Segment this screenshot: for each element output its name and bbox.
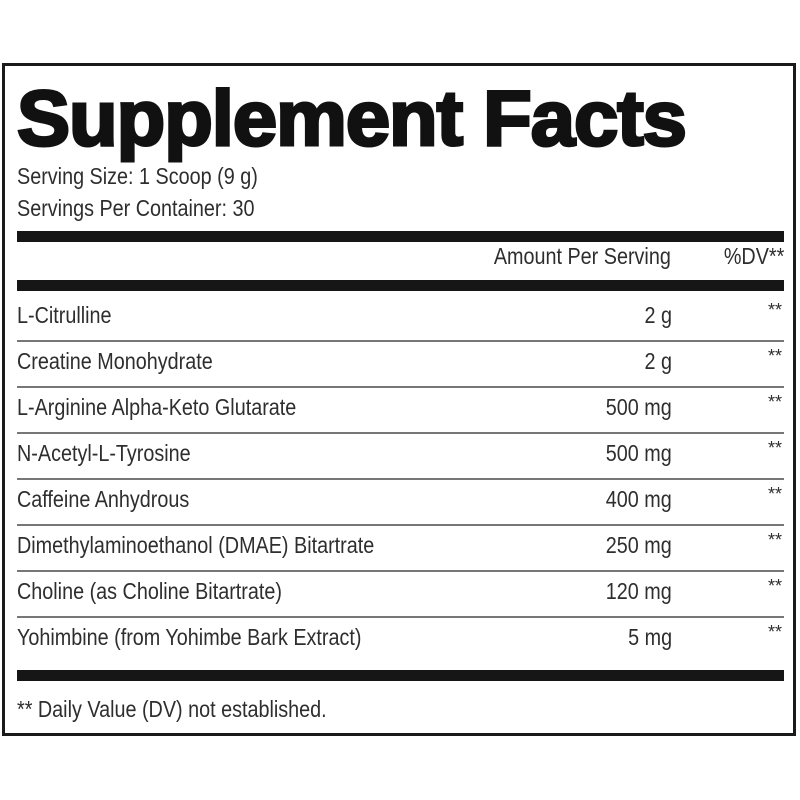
ingredient-name: Yohimbine (from Yohimbe Bark Extract) [17, 624, 362, 650]
ingredient-dv: ** [767, 346, 782, 366]
ingredient-dv: ** [767, 484, 782, 504]
ingredient-name: N-Acetyl-L-Tyrosine [17, 440, 191, 466]
table-row: Caffeine Anhydrous 400 mg ** [17, 478, 784, 526]
dv-header: %DV** [723, 243, 784, 269]
divider-thick [17, 670, 784, 681]
servings-per-container: Servings Per Container: 30 [17, 195, 255, 221]
table-row: N-Acetyl-L-Tyrosine 500 mg ** [17, 432, 784, 480]
ingredient-amount: 2 g [644, 348, 672, 374]
ingredient-name: L-Arginine Alpha-Keto Glutarate [17, 394, 297, 420]
ingredient-name: Dimethylaminoethanol (DMAE) Bitartrate [17, 532, 375, 558]
ingredient-amount: 250 mg [606, 532, 672, 558]
table-row: Creatine Monohydrate 2 g ** [17, 340, 784, 388]
ingredient-dv: ** [767, 438, 782, 458]
ingredient-name: L-Citrulline [17, 302, 112, 328]
ingredient-amount: 500 mg [606, 440, 672, 466]
ingredient-dv: ** [767, 576, 782, 596]
ingredient-name: Creatine Monohydrate [17, 348, 213, 374]
panel-title: Supplement Facts [15, 74, 688, 162]
divider-thick [17, 280, 784, 291]
divider-thick [17, 231, 784, 242]
supplement-facts-panel: Supplement Facts Serving Size: 1 Scoop (… [2, 63, 796, 736]
ingredient-dv: ** [767, 622, 782, 642]
table-row: Yohimbine (from Yohimbe Bark Extract) 5 m… [17, 616, 784, 662]
table-row: L-Citrulline 2 g ** [17, 294, 784, 342]
ingredient-dv: ** [767, 300, 782, 320]
amount-per-serving-header: Amount Per Serving [493, 243, 671, 269]
ingredient-amount: 400 mg [606, 486, 672, 512]
ingredient-amount: 2 g [644, 302, 672, 328]
ingredient-name: Choline (as Choline Bitartrate) [17, 578, 282, 604]
table-row: Choline (as Choline Bitartrate) 120 mg ** [17, 570, 784, 618]
ingredient-amount: 120 mg [606, 578, 672, 604]
ingredient-name: Caffeine Anhydrous [17, 486, 190, 512]
serving-size: Serving Size: 1 Scoop (9 g) [17, 163, 258, 189]
ingredient-amount: 5 mg [628, 624, 672, 650]
footnote: ** Daily Value (DV) not established. [17, 696, 327, 722]
ingredient-amount: 500 mg [606, 394, 672, 420]
ingredient-dv: ** [767, 530, 782, 550]
table-row: Dimethylaminoethanol (DMAE) Bitartrate 25… [17, 524, 784, 572]
table-row: L-Arginine Alpha-Keto Glutarate 500 mg ** [17, 386, 784, 434]
ingredient-dv: ** [767, 392, 782, 412]
